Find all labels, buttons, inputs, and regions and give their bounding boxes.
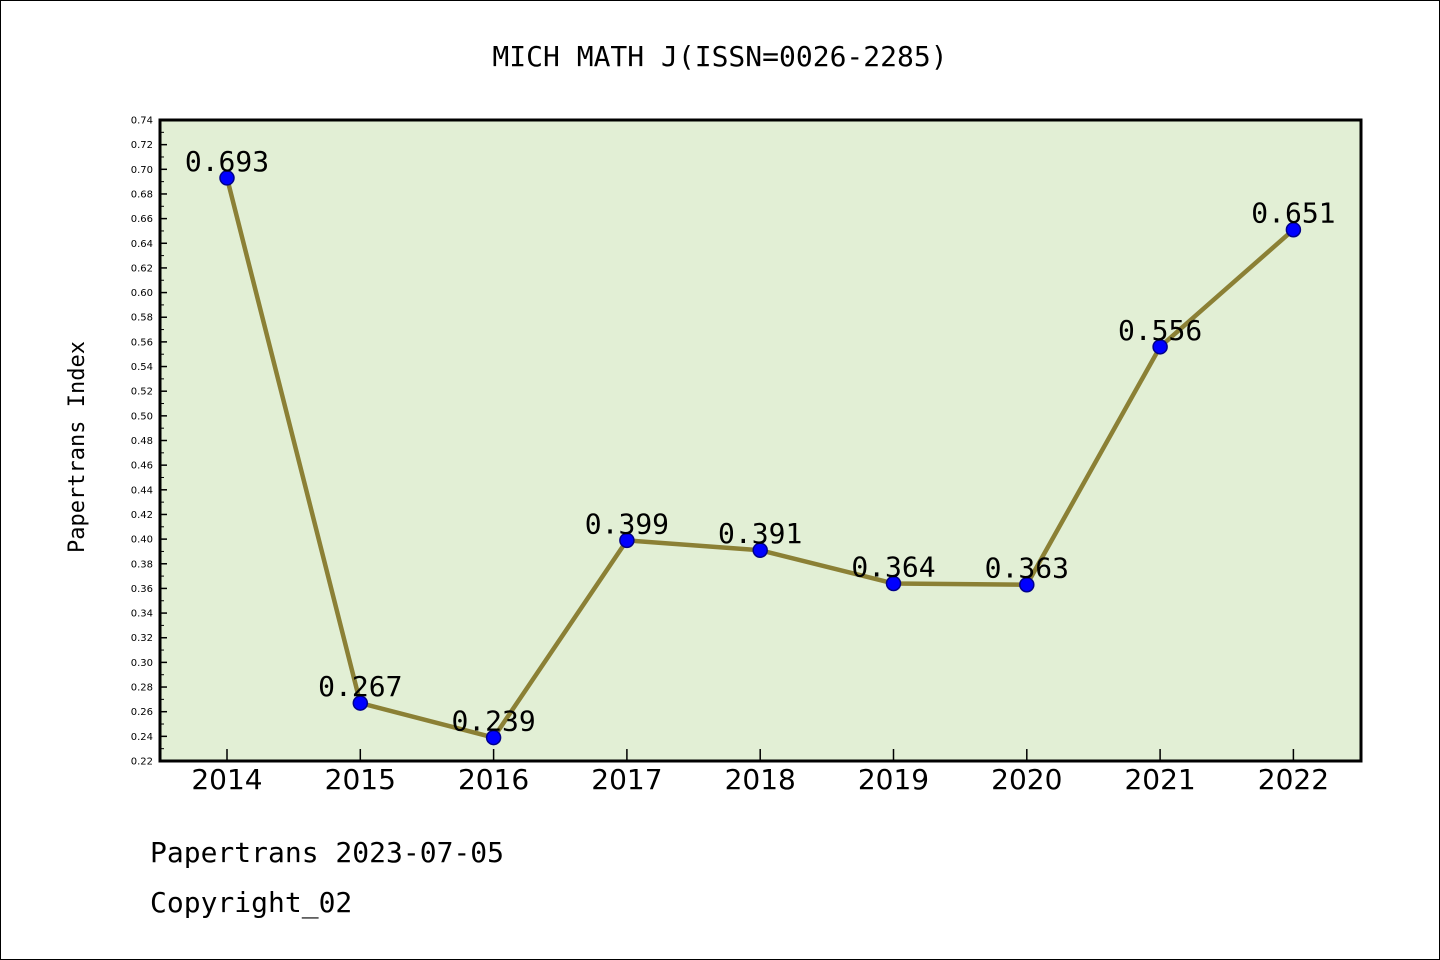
x-tick-label: 2019 [858,763,929,796]
y-tick-label: 0.56 [131,337,153,348]
y-tick-label: 0.24 [131,732,153,743]
data-point-marker [485,729,502,746]
data-labels-layer: 0.693 0.267 0.239 0.399 0.391 0.364 0.363 0.556… [185,145,1336,738]
y-tick-label: 0.66 [131,214,153,225]
data-label: 0.556 [1118,314,1202,347]
data-point-marker [1285,221,1302,238]
x-tick-label: 2014 [191,763,262,796]
y-tick-label: 0.28 [131,683,153,694]
series-layer [219,170,1302,746]
y-tick-label: 0.70 [131,165,153,176]
data-label: 0.391 [718,517,802,550]
x-tick-label: 2015 [325,763,396,796]
x-axis: 2014 2015 2016 2017 2018 2019 2020 2021 2022 [191,749,1329,796]
y-tick-label: 0.60 [131,288,153,299]
y-axis: 0.22 0.24 0.26 0.28 0.30 0.32 0.34 0.36 0.38 0.40… [131,116,167,768]
data-point-marker [619,532,635,549]
y-tick-label: 0.44 [131,485,153,496]
data-label: 0.267 [318,670,402,703]
data-label: 0.239 [451,705,535,738]
data-label: 0.693 [185,145,269,178]
y-tick-label: 0.50 [131,411,153,422]
data-point-marker [752,542,768,558]
y-tick-label: 0.58 [131,313,153,324]
y-tick-label: 0.32 [131,633,153,644]
footer-copyright-text: Copyright_02 [150,886,353,919]
y-tick-label: 0.38 [131,559,153,570]
y-tick-label: 0.36 [131,584,153,595]
x-tick-label: 2016 [458,763,529,796]
data-label: 0.363 [985,552,1069,585]
data-label: 0.399 [585,507,669,540]
y-tick-label: 0.72 [131,140,153,151]
data-point-marker [1152,339,1168,355]
y-tick-label: 0.26 [131,707,153,718]
data-point-marker [885,575,902,592]
x-tick-label: 2020 [991,763,1062,796]
y-tick-label: 0.34 [131,609,153,620]
chart-title: MICH MATH J(ISSN=0026-2285) [492,40,947,73]
y-tick-label: 0.62 [131,263,153,274]
y-tick-label: 0.48 [131,436,153,447]
y-tick-label: 0.42 [131,510,153,521]
y-axis-label: Papertrans Index [65,341,90,553]
footer-date-text: Papertrans 2023-07-05 [150,836,505,869]
data-label: 0.651 [1251,197,1335,230]
data-point-marker [219,170,235,186]
y-tick-label: 0.40 [131,535,153,546]
x-tick-label: 2018 [725,763,796,796]
x-tick-label: 2022 [1258,763,1329,796]
y-tick-label: 0.30 [131,658,153,669]
y-tick-label: 0.22 [131,757,153,768]
y-tick-label: 0.46 [131,461,153,472]
y-tick-label: 0.54 [131,362,153,373]
plot-area [158,118,1363,763]
data-label: 0.364 [851,550,935,583]
x-tick-label: 2017 [591,763,662,796]
data-point-marker [352,695,369,711]
data-point-marker [1019,576,1035,593]
y-tick-label: 0.64 [131,239,153,250]
y-tick-label: 0.74 [131,116,153,127]
x-tick-label: 2021 [1124,763,1195,796]
y-tick-label: 0.52 [131,387,153,398]
y-tick-label: 0.68 [131,189,153,200]
